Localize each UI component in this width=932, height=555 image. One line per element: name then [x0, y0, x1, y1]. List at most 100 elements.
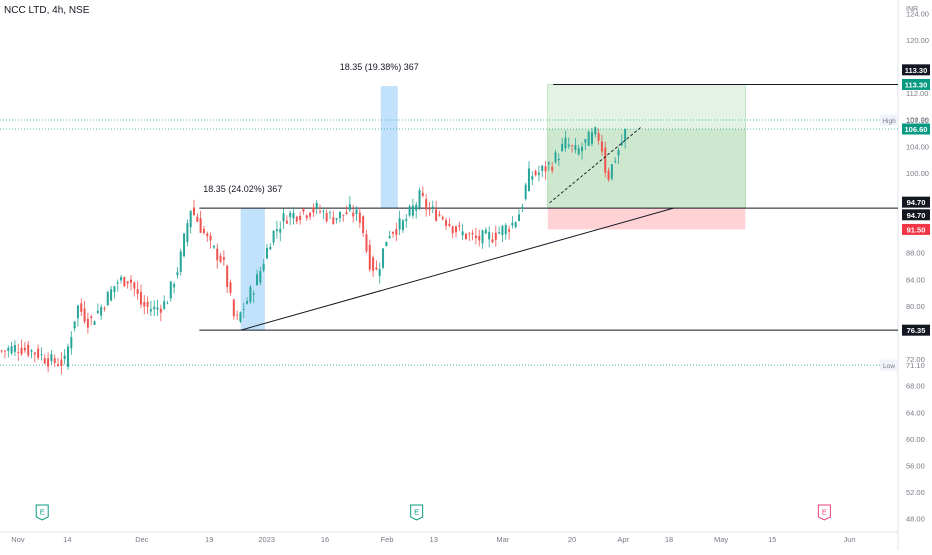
- symbol-title: NCC LTD, 4h, NSE: [4, 5, 90, 16]
- candle: [544, 166, 547, 172]
- candle: [537, 172, 540, 175]
- candle: [236, 314, 239, 316]
- candle: [319, 211, 322, 213]
- candle: [133, 282, 136, 289]
- candle: [408, 206, 411, 216]
- price-tick-label: 72.00: [906, 355, 925, 364]
- candle: [567, 144, 570, 147]
- candle: [17, 351, 20, 353]
- target-level-label-dark: 113.30: [905, 66, 928, 75]
- candle: [484, 229, 487, 234]
- candle: [614, 161, 617, 162]
- candle: [156, 307, 159, 310]
- candle: [461, 231, 464, 236]
- candle: [219, 255, 222, 262]
- time-tick-label: Dec: [135, 535, 149, 544]
- price-axis-unit: INR: [906, 6, 918, 13]
- candle: [551, 166, 554, 171]
- candle: [40, 353, 43, 355]
- candle: [521, 206, 524, 209]
- candle: [348, 204, 351, 211]
- candle: [189, 210, 192, 228]
- time-tick-label: 20: [568, 535, 576, 544]
- candle: [345, 212, 348, 214]
- candle: [103, 308, 106, 310]
- candle: [60, 359, 63, 366]
- candle: [607, 170, 610, 180]
- support-trendline: [240, 207, 674, 331]
- price-tick-label: 112.00: [906, 89, 928, 98]
- candle: [90, 316, 93, 319]
- candle: [600, 141, 603, 152]
- candle: [206, 233, 209, 237]
- candle: [299, 215, 302, 221]
- earnings-marker-icon[interactable]: E: [35, 504, 49, 521]
- price-tick-label: 80.00: [906, 302, 925, 311]
- high-marker-tag-bg: [880, 114, 898, 126]
- candle: [428, 208, 431, 210]
- earnings-marker-icon[interactable]: E: [817, 504, 831, 521]
- candle: [76, 305, 79, 319]
- candle: [153, 306, 156, 310]
- candle: [239, 312, 242, 322]
- candle: [202, 228, 205, 233]
- high-marker-value: 107.95: [906, 116, 929, 125]
- candle: [242, 309, 245, 310]
- candle: [146, 301, 149, 307]
- candle: [43, 358, 46, 364]
- target-zone-upper: [547, 84, 746, 130]
- candle: [66, 346, 69, 367]
- candle: [620, 142, 623, 146]
- time-tick-label: Mar: [496, 535, 509, 544]
- target-level-label-dark-bg: [902, 64, 930, 76]
- candle: [222, 257, 225, 260]
- candle: [455, 226, 458, 233]
- candle: [388, 236, 391, 238]
- time-tick-label: 19: [205, 535, 213, 544]
- price-tick-label: 120.00: [906, 36, 929, 45]
- candle: [53, 358, 56, 363]
- candle: [37, 348, 40, 358]
- candle: [199, 218, 202, 233]
- candle: [289, 213, 292, 218]
- candle: [491, 239, 494, 243]
- candle: [421, 192, 424, 196]
- candle: [120, 277, 123, 281]
- candle: [322, 211, 325, 212]
- candle: [7, 347, 10, 351]
- time-tick-label: 16: [321, 535, 329, 544]
- price-tick-label: 108.00: [906, 116, 929, 125]
- candle: [478, 235, 481, 241]
- channel-dashed-line: [549, 126, 643, 204]
- time-tick-label: 2023: [258, 535, 275, 544]
- candle: [441, 217, 444, 220]
- time-tick-label: 13: [430, 535, 438, 544]
- candle: [355, 209, 358, 215]
- candle: [96, 310, 99, 313]
- candle: [73, 321, 76, 329]
- candle: [338, 211, 341, 219]
- candle: [139, 292, 142, 305]
- measure-box-1: [240, 208, 265, 331]
- price-tick-label: 56.00: [906, 462, 925, 471]
- candle: [249, 287, 252, 302]
- support-level-label: 76.35: [907, 326, 926, 335]
- candle: [534, 170, 537, 176]
- candle: [587, 131, 590, 146]
- candle: [123, 277, 126, 287]
- candle: [295, 216, 298, 222]
- candle: [395, 229, 398, 236]
- candle: [113, 286, 116, 293]
- candle: [173, 283, 176, 288]
- measure-label-1: 18.35 (24.02%) 367: [203, 184, 282, 194]
- candle: [557, 158, 560, 161]
- candle: [285, 220, 288, 224]
- candle: [259, 271, 262, 283]
- candle: [332, 217, 335, 225]
- time-tick-label: 14: [63, 535, 71, 544]
- candle: [110, 289, 113, 301]
- candle: [458, 225, 461, 227]
- earnings-marker-icon[interactable]: E: [410, 504, 424, 521]
